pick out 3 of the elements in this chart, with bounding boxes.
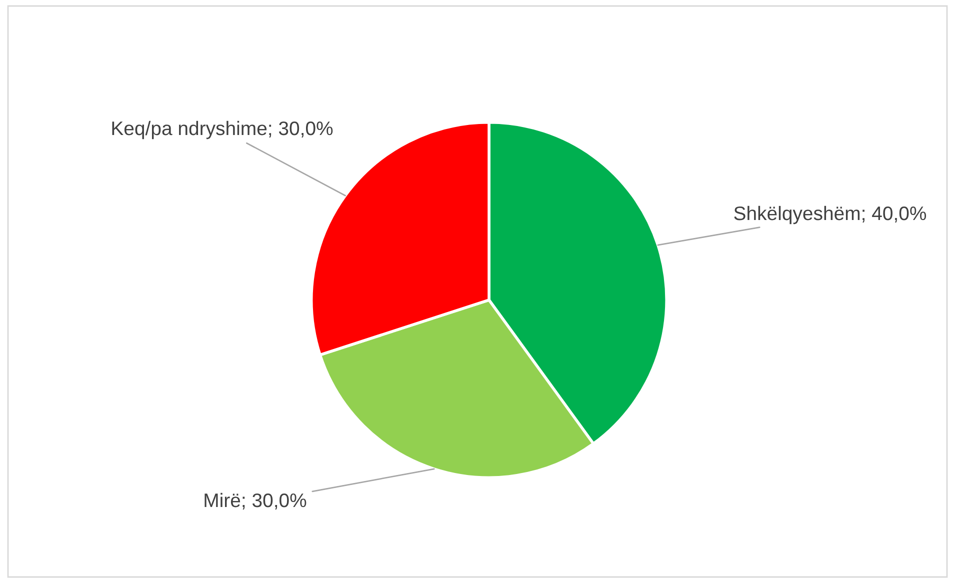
slice-label: Keq/pa ndryshime; 30,0% [112,120,333,140]
slice-label: Mirë; 30,0% [204,492,306,510]
slice-label: Shkëlqyeshëm; 40,0% [734,206,926,224]
